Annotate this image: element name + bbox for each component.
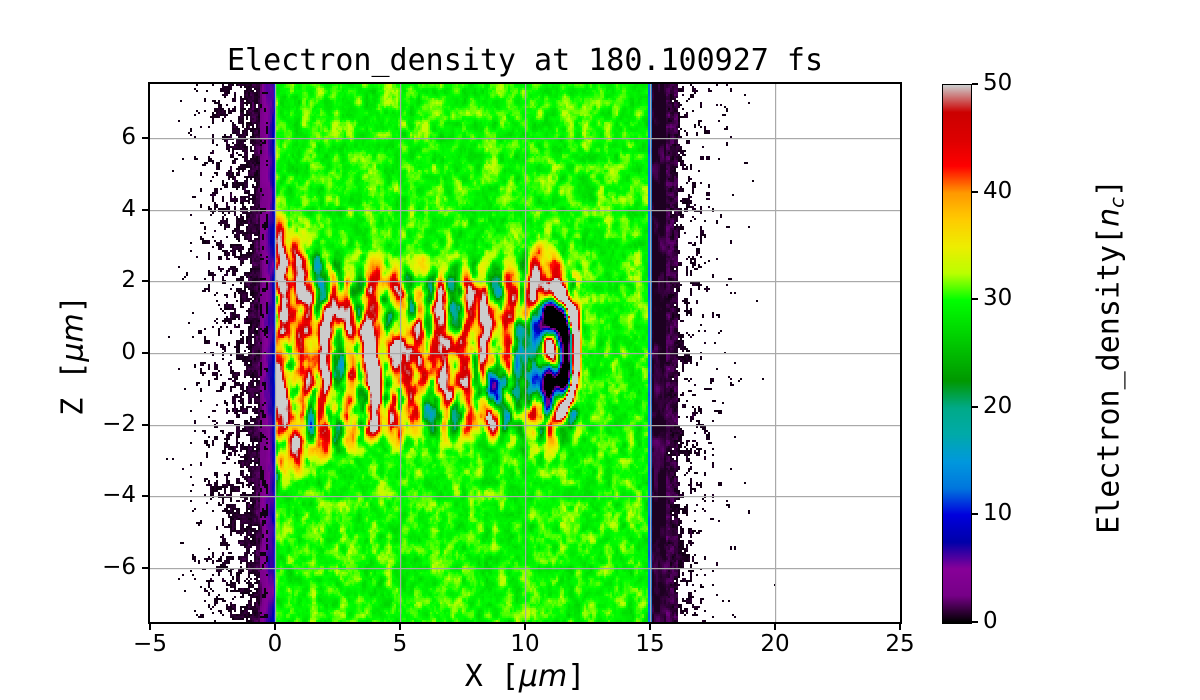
colorbar-tick-label: 40 — [983, 177, 1013, 204]
x-tick-label: 5 — [392, 631, 408, 657]
y-tick-label: 2 — [121, 267, 136, 294]
y-tick-label: −4 — [102, 482, 136, 509]
colorbar-tick — [972, 83, 978, 85]
colorbar-tick — [972, 621, 978, 623]
colorbar-tick-label: 50 — [983, 70, 1013, 96]
x-axis-label: X [μm] — [464, 659, 586, 694]
y-tick — [142, 567, 148, 570]
x-tick — [899, 624, 901, 630]
x-tick — [274, 624, 276, 630]
plot-area — [150, 84, 900, 622]
y-tick — [142, 136, 148, 139]
y-tick — [142, 352, 148, 354]
colorbar-tick — [972, 513, 978, 516]
x-tick-label: −5 — [133, 631, 167, 657]
y-tick-label: 0 — [121, 339, 136, 365]
y-axis-label: Z [μm] — [55, 295, 91, 416]
y-tick-label: 6 — [121, 123, 136, 150]
y-tick — [142, 280, 148, 283]
y-tick — [142, 495, 148, 498]
x-tick — [149, 624, 151, 630]
x-tick-label: 0 — [267, 631, 283, 657]
x-tick-label: 25 — [885, 631, 915, 657]
colorbar-tick-label: 10 — [983, 500, 1013, 527]
colorbar-tick — [972, 190, 978, 193]
x-tick-label: 15 — [635, 631, 665, 657]
colorbar-tick-label: 0 — [983, 608, 998, 634]
x-tick — [399, 624, 401, 630]
x-tick — [649, 624, 651, 630]
colorbar-tick-label: 20 — [983, 392, 1013, 419]
colorbar-tick — [972, 298, 978, 301]
x-tick-label: 10 — [510, 631, 540, 657]
chart-title: Electron_density at 180.100927 fs — [226, 43, 824, 78]
y-tick-label: −2 — [102, 410, 136, 437]
x-tick-label: 20 — [760, 631, 790, 657]
colorbar-label: Electron_density[nc] — [1091, 179, 1129, 534]
y-tick-label: −6 — [102, 554, 136, 581]
colorbar — [942, 84, 972, 624]
x-tick — [524, 624, 526, 630]
y-tick — [142, 423, 148, 426]
x-tick — [774, 624, 776, 630]
y-tick — [142, 208, 148, 211]
heatmap-canvas — [150, 84, 900, 622]
colorbar-tick-label: 30 — [983, 285, 1013, 312]
y-tick-label: 4 — [121, 195, 136, 222]
colorbar-tick — [972, 405, 978, 408]
colorbar-gradient — [943, 85, 971, 623]
